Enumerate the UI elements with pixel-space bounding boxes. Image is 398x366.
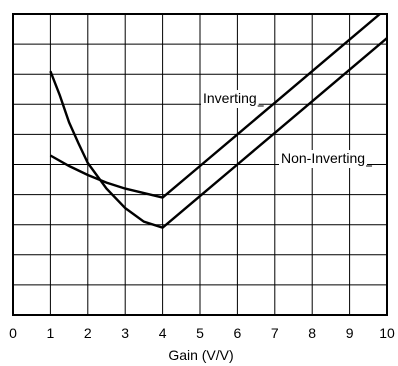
series-label-group: Inverting <box>201 90 264 108</box>
x-tick-label: 7 <box>271 325 279 341</box>
series-label-background <box>279 150 368 168</box>
series-labels: Inverting Non-Inverting <box>201 90 373 168</box>
series-label: Inverting <box>203 90 257 106</box>
x-tick-label: 3 <box>121 325 129 341</box>
series-label: Non-Inverting <box>281 150 365 166</box>
x-tick-label: 5 <box>196 325 204 341</box>
x-tick-label: 9 <box>346 325 354 341</box>
x-tick-label: 6 <box>234 325 242 341</box>
x-tick-label: 0 <box>9 325 17 341</box>
x-tick-label: 8 <box>308 325 316 341</box>
x-tick-labels: 0 1 2 3 4 5 6 7 8 9 10 <box>9 325 395 341</box>
grid <box>13 14 387 315</box>
x-tick-label: 2 <box>84 325 92 341</box>
series-group <box>49 13 387 230</box>
series-line-inverting <box>49 13 383 199</box>
x-tick-label: 1 <box>47 325 55 341</box>
series-label-group: Non-Inverting <box>279 150 373 168</box>
plot-frame <box>12 13 388 316</box>
x-axis-title: Gain (V/V) <box>168 347 233 363</box>
x-tick-label: 4 <box>159 325 167 341</box>
x-tick-label: 10 <box>379 325 395 341</box>
series-label-background <box>201 90 259 108</box>
series-line-non-inverting <box>49 37 387 230</box>
